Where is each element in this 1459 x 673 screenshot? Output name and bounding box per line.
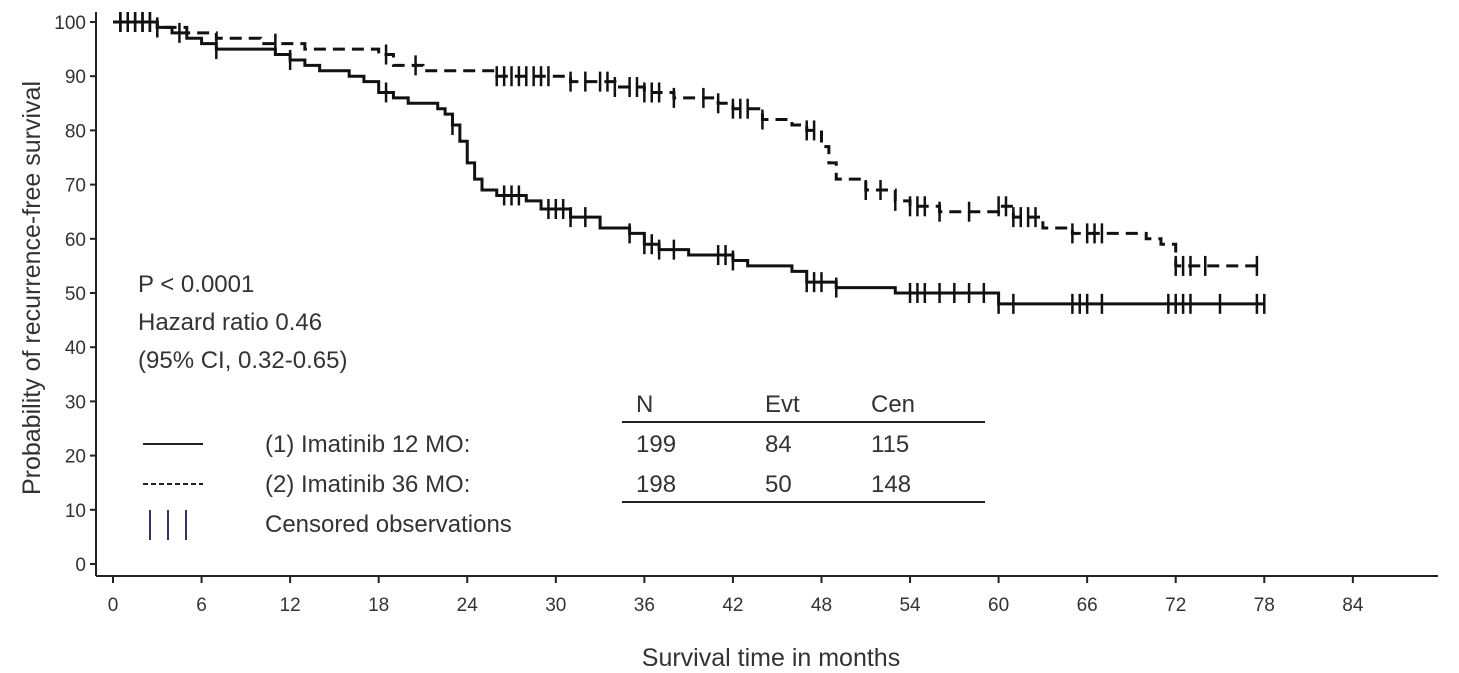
ci-annotation: (95% CI, 0.32-0.65) bbox=[138, 347, 347, 374]
x-tick-label: 30 bbox=[545, 595, 566, 616]
y-tick-label: 40 bbox=[65, 338, 86, 359]
x-tick-label: 18 bbox=[368, 595, 389, 616]
table-cell-r2-cen: 148 bbox=[871, 471, 911, 498]
table-cell-r1-evt: 84 bbox=[765, 431, 792, 458]
y-tick-label: 80 bbox=[65, 121, 86, 142]
hazard-ratio-annotation: Hazard ratio 0.46 bbox=[138, 309, 322, 336]
x-tick-label: 12 bbox=[280, 595, 301, 616]
legend-censor-marks-icon bbox=[149, 510, 187, 540]
x-tick-label: 60 bbox=[988, 595, 1009, 616]
y-tick-label: 90 bbox=[65, 67, 86, 88]
y-tick-label: 10 bbox=[65, 501, 86, 522]
x-tick-label: 6 bbox=[196, 595, 207, 616]
x-tick-label: 24 bbox=[457, 595, 479, 616]
x-tick-label: 36 bbox=[634, 595, 655, 616]
y-tick-label: 50 bbox=[65, 284, 86, 305]
legend-label-series-2: (2) Imatinib 36 MO: bbox=[265, 471, 470, 498]
x-axis-label: Survival time in months bbox=[642, 644, 900, 672]
table-cell-r1-n: 199 bbox=[636, 431, 676, 458]
table-cell-r1-cen: 115 bbox=[871, 431, 909, 458]
y-axis-label: Probability of recurrence-free survival bbox=[18, 81, 46, 495]
table-header-cen: Cen bbox=[871, 391, 915, 418]
counts-table: N Evt Cen 199 84 115 198 50 148 bbox=[622, 391, 985, 503]
x-tick-label: 66 bbox=[1077, 595, 1098, 616]
table-header-evt: Evt bbox=[765, 391, 800, 418]
survival-series bbox=[113, 12, 1266, 314]
x-tick-label: 0 bbox=[108, 595, 119, 616]
y-tick-label: 70 bbox=[65, 176, 86, 197]
p-value-annotation: P < 0.0001 bbox=[138, 271, 254, 298]
y-tick-label: 0 bbox=[75, 555, 86, 576]
y-tick-label: 30 bbox=[65, 392, 86, 413]
legend-label-censored: Censored observations bbox=[265, 511, 512, 538]
x-tick-label: 54 bbox=[899, 595, 921, 616]
x-tick-label: 84 bbox=[1342, 595, 1364, 616]
x-tick-label: 72 bbox=[1165, 595, 1186, 616]
table-cell-r2-evt: 50 bbox=[765, 471, 792, 498]
x-tick-label: 42 bbox=[722, 595, 743, 616]
table-header-n: N bbox=[636, 391, 653, 418]
series-2-line bbox=[113, 20, 1265, 268]
y-axis-ticks: 0 10 20 30 40 50 60 70 80 90 100 bbox=[54, 13, 96, 576]
y-tick-label: 100 bbox=[54, 13, 86, 34]
y-tick-label: 60 bbox=[65, 230, 86, 251]
table-cell-r2-n: 198 bbox=[636, 471, 676, 498]
x-axis-ticks: 0 6 12 18 24 30 36 42 48 54 60 66 72 78 84 bbox=[108, 576, 1364, 616]
legend: (1) Imatinib 12 MO: (2) Imatinib 36 MO: … bbox=[143, 431, 512, 540]
x-tick-label: 78 bbox=[1254, 595, 1275, 616]
legend-label-series-1: (1) Imatinib 12 MO: bbox=[265, 431, 470, 458]
x-tick-label: 48 bbox=[811, 595, 832, 616]
y-tick-label: 20 bbox=[65, 447, 86, 468]
series-1-line bbox=[113, 20, 1265, 306]
